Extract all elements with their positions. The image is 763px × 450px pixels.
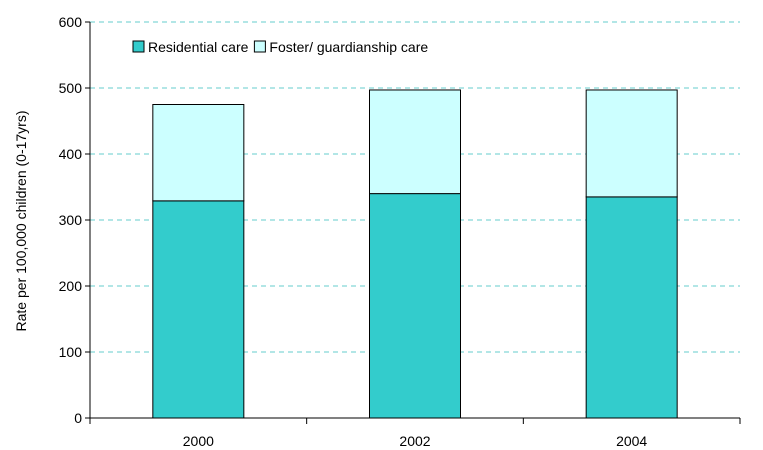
bar-2004-series-0 (585, 196, 678, 419)
y-tick-label-100: 100 (59, 344, 83, 360)
legend-label-series-1: Foster/ guardianship care (269, 39, 428, 55)
y-tick-label-200: 200 (59, 278, 83, 294)
axes (85, 21, 741, 424)
legend-swatch-series-1 (253, 40, 266, 53)
tick-labels: 0 100 200 300 400 500 600 2000 2002 2004 (59, 14, 648, 449)
x-tick-label-2000: 2000 (183, 433, 214, 449)
bars (152, 89, 678, 419)
bar-2004-series-1 (585, 89, 678, 198)
y-tick-label-500: 500 (59, 80, 83, 96)
bar-2000-series-0 (152, 200, 245, 419)
y-axis-title: Rate per 100,000 children (0-17yrs) (13, 110, 29, 331)
legend-swatch-series-0 (132, 40, 145, 53)
y-tick-label-400: 400 (59, 146, 83, 162)
y-tick-label-600: 600 (59, 14, 83, 30)
x-tick-label-2004: 2004 (616, 433, 647, 449)
legend: Residential care Foster/ guardianship car… (132, 39, 428, 55)
bar-2002-series-0 (369, 193, 461, 419)
y-tick-label-0: 0 (74, 410, 82, 426)
bar-2000-series-1 (152, 104, 245, 202)
x-tick-label-2002: 2002 (399, 433, 430, 449)
y-tick-label-300: 300 (59, 212, 83, 228)
legend-label-series-0: Residential care (148, 39, 249, 55)
bar-2002-series-1 (369, 89, 461, 195)
